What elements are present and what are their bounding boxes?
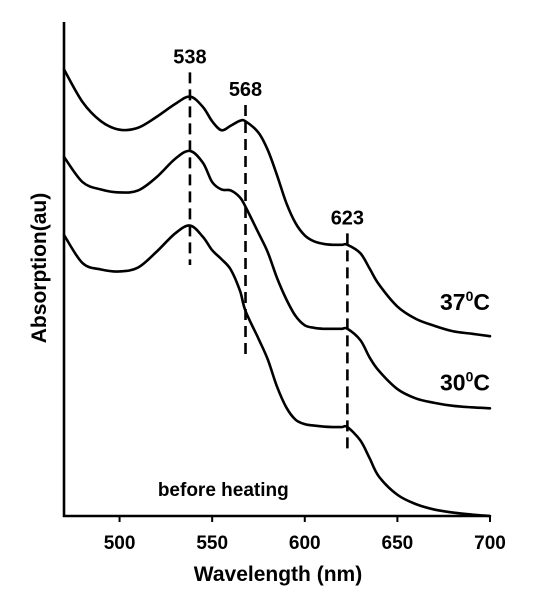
peak-marker-lines [188, 72, 349, 452]
peak-labels: 538 568 623 [173, 46, 364, 229]
x-tick-label-650: 650 [382, 533, 414, 554]
degree-superscript: 0 [466, 288, 474, 304]
curve-30c [62, 149, 492, 410]
x-tick-label-500: 500 [104, 533, 136, 554]
peak-label-538: 538 [173, 46, 206, 68]
spectrum-curves [62, 68, 492, 518]
x-axis-tick-labels: 500 550 600 650 700 [104, 533, 506, 554]
x-axis-ticks [118, 516, 491, 522]
x-axis-title: Wavelength (nm) [194, 563, 362, 586]
peak-label-623: 623 [331, 207, 364, 229]
peak-label-568: 568 [229, 79, 262, 101]
series-label-before-heating: before heating [158, 480, 289, 501]
series-label-30c: 300C [440, 368, 490, 395]
series-label-37c: 370C [440, 288, 490, 315]
y-axis-title: Absorption(au) [28, 193, 51, 343]
x-tick-label-550: 550 [196, 533, 228, 554]
x-tick-label-700: 700 [474, 533, 506, 554]
series-labels: 370C 300C before heating [158, 288, 490, 501]
x-tick-label-600: 600 [289, 533, 321, 554]
curve-37c [62, 68, 492, 338]
curve-before-heating [62, 224, 492, 518]
degree-superscript: 0 [466, 368, 474, 384]
